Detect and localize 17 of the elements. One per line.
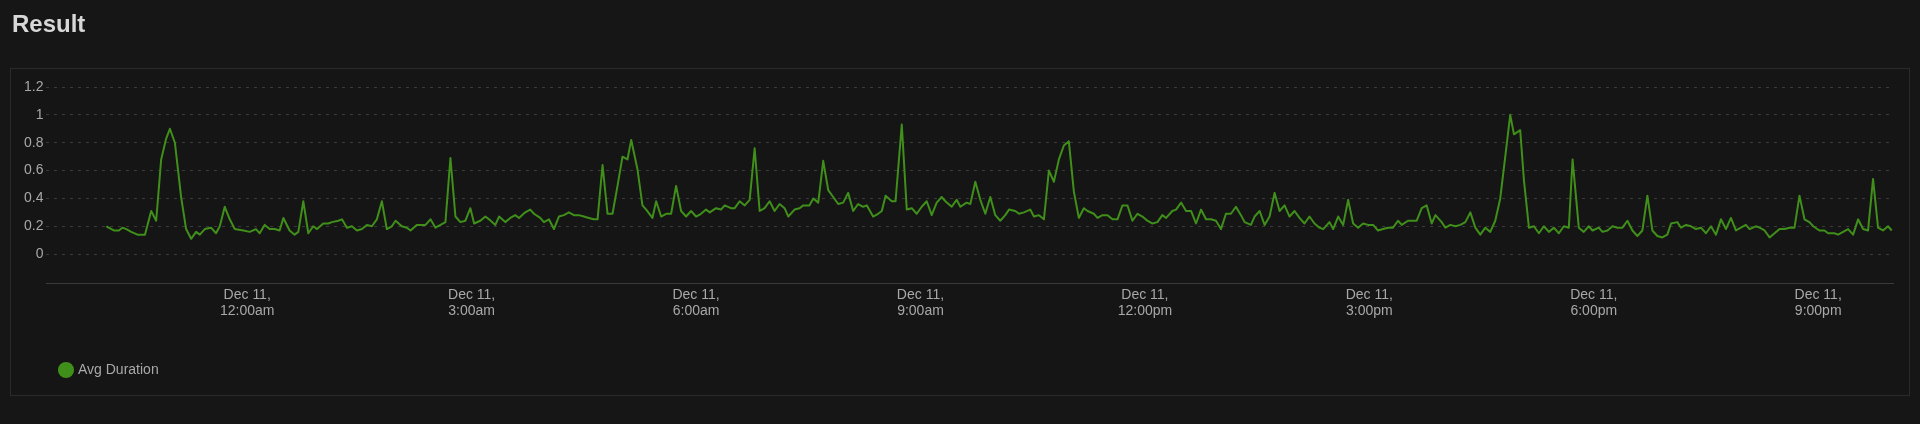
y-tick-label: 0.8 [23, 133, 44, 150]
y-tick-label: 1.2 [23, 77, 44, 94]
y-tick-label: 0.6 [23, 161, 44, 178]
x-tick-label: Dec 11, 12:00pm [1117, 285, 1173, 319]
legend-label: Avg Duration [78, 360, 159, 377]
chart-title: Result [12, 10, 86, 38]
x-tick-label: Dec 11, 3:00am [448, 285, 496, 319]
x-tick-label: Dec 11, 6:00am [672, 285, 720, 319]
y-tick-label: 0.2 [23, 217, 44, 234]
y-tick-label: 1 [35, 105, 44, 122]
x-tick-label: Dec 11, 9:00am [896, 285, 945, 319]
x-tick-label: Dec 11, 3:00pm [1345, 285, 1393, 319]
x-tick-label: Dec 11, 12:00am [219, 285, 275, 319]
y-tick-label: 0 [35, 245, 44, 262]
x-tick-label: Dec 11, 6:00pm [1570, 285, 1618, 319]
y-tick-label: 0.4 [23, 189, 44, 206]
x-tick-label: Dec 11, 9:00pm [1794, 285, 1842, 319]
